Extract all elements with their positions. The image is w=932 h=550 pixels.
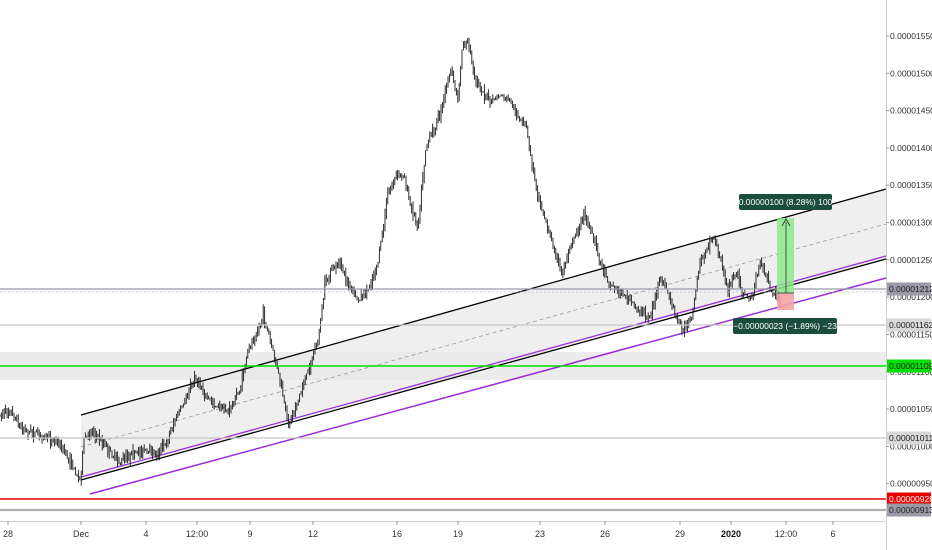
- stop-annotation-text: −0.00000023 (−1.89%) −23: [733, 321, 837, 331]
- y-tick-label: 0.00001350: [890, 180, 932, 190]
- price-tag-label: 0.00001162: [889, 320, 932, 330]
- y-tick-label: 0.00001300: [890, 218, 932, 228]
- x-tick-label: 12: [308, 529, 318, 539]
- price-tag-0.00000928: 0.00000928: [887, 492, 932, 506]
- zone-layer: [0, 189, 886, 480]
- x-tick-label: 23: [535, 529, 545, 539]
- price-tag-label: 0.00001212: [889, 284, 932, 294]
- support-trendline-lower: [89, 277, 887, 495]
- y-tick-label: 0.00001500: [890, 68, 932, 78]
- price-tag-box: [887, 492, 931, 506]
- y-tick-label: 0.00001050: [890, 404, 932, 414]
- x-tick-label: 4: [143, 529, 148, 539]
- target-annotation-text: 0.00000100 (8.28%) 100: [739, 197, 833, 207]
- price-tag-box: [887, 503, 931, 517]
- stop-zone: [777, 293, 794, 310]
- y-tick-label: 0.00001250: [890, 255, 932, 265]
- x-tick-label: 6: [830, 529, 835, 539]
- y-tick-label: 0.00001150: [890, 329, 932, 339]
- candle-layer: [0, 37, 781, 486]
- y-tick-label: 0.00001000: [890, 441, 932, 451]
- price-tag-label: 0.00000928: [889, 494, 932, 504]
- y-tick-label: 0.00001400: [890, 143, 932, 153]
- y-tick-label: 0.00001550: [890, 31, 932, 41]
- stop-annotation-box: [733, 318, 837, 334]
- price-tag-box: [887, 431, 931, 445]
- price-tag-0.00001212: 0.00001212: [887, 282, 932, 296]
- x-tick-label: 16: [392, 529, 402, 539]
- y-tick-label: 0.00001450: [890, 106, 932, 116]
- y-tick-label: 0.00001200: [890, 292, 932, 302]
- price-tag-box: [887, 359, 931, 373]
- x-tick-label: 9: [247, 529, 252, 539]
- price-tag-0.00001011: 0.00001011: [887, 431, 932, 445]
- stop-annotation: −0.00000023 (−1.89%) −23: [733, 318, 837, 334]
- x-tick-label: 19: [453, 529, 463, 539]
- x-tick-label: 26: [600, 529, 610, 539]
- price-axis-bg: [886, 0, 932, 550]
- x-tick-label: Dec: [73, 529, 90, 539]
- channel-fill: [81, 189, 886, 480]
- price-tag-box: [887, 282, 931, 296]
- time-axis-bg: [0, 521, 886, 550]
- x-tick-label: 28: [3, 529, 13, 539]
- target-annotation: 0.00000100 (8.28%) 100: [739, 194, 833, 210]
- price-tag-label: 0.00001011: [889, 433, 932, 443]
- price-tag-box: [887, 318, 931, 332]
- price-tag-label: 0.00000913: [889, 505, 932, 515]
- x-tick-label: 12:00: [775, 529, 798, 539]
- price-tag-label: 0.00001109: [889, 361, 932, 371]
- channel-mid-line: [80, 223, 887, 448]
- price-tag-0.00001162: 0.00001162: [887, 318, 932, 332]
- y-tick-label: 0.00000950: [890, 479, 932, 489]
- x-tick-label: 2020: [721, 529, 741, 539]
- channel-upper-line: [80, 188, 887, 416]
- position-layer: 0.00000100 (8.28%) 100 −0.00000023 (−1.89…: [733, 194, 837, 334]
- x-tick-label: 12:00: [186, 529, 209, 539]
- price-tag-0.00001109: 0.00001109: [887, 359, 932, 373]
- target-annotation-box: [739, 194, 832, 210]
- price-tag-0.00000913: 0.00000913: [887, 503, 932, 517]
- x-tick-label: 29: [675, 529, 685, 539]
- target-zone: [777, 218, 794, 293]
- target-arrow-head: [781, 218, 791, 227]
